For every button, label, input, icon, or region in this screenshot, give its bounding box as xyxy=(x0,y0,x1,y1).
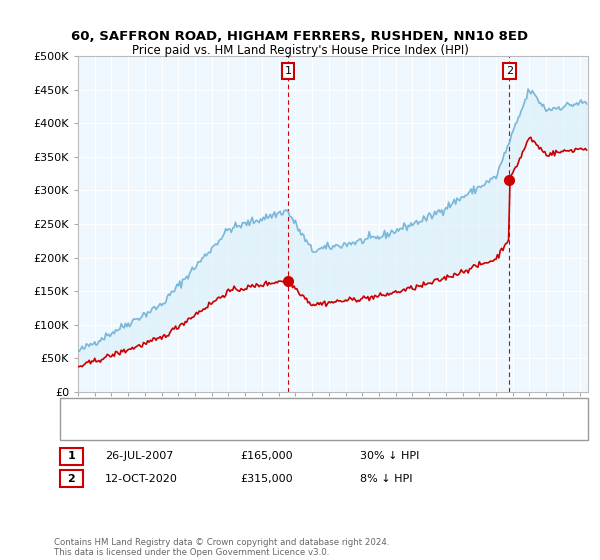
Text: 30% ↓ HPI: 30% ↓ HPI xyxy=(360,451,419,461)
Text: 60, SAFFRON ROAD, HIGHAM FERRERS, RUSHDEN, NN10 8ED (detached house): 60, SAFFRON ROAD, HIGHAM FERRERS, RUSHDE… xyxy=(105,404,496,414)
Text: £165,000: £165,000 xyxy=(240,451,293,461)
Text: £315,000: £315,000 xyxy=(240,474,293,484)
Text: 26-JUL-2007: 26-JUL-2007 xyxy=(105,451,173,461)
Text: 60, SAFFRON ROAD, HIGHAM FERRERS, RUSHDEN, NN10 8ED: 60, SAFFRON ROAD, HIGHAM FERRERS, RUSHDE… xyxy=(71,30,529,43)
Text: 1: 1 xyxy=(284,66,292,76)
Text: Price paid vs. HM Land Registry's House Price Index (HPI): Price paid vs. HM Land Registry's House … xyxy=(131,44,469,57)
Text: Contains HM Land Registry data © Crown copyright and database right 2024.
This d: Contains HM Land Registry data © Crown c… xyxy=(54,538,389,557)
Text: HPI: Average price, detached house, North Northamptonshire: HPI: Average price, detached house, Nort… xyxy=(105,423,406,433)
Text: 12-OCT-2020: 12-OCT-2020 xyxy=(105,474,178,484)
Text: 2: 2 xyxy=(68,474,75,484)
Text: 2: 2 xyxy=(506,66,513,76)
Text: 1: 1 xyxy=(68,451,75,461)
Text: 8% ↓ HPI: 8% ↓ HPI xyxy=(360,474,413,484)
